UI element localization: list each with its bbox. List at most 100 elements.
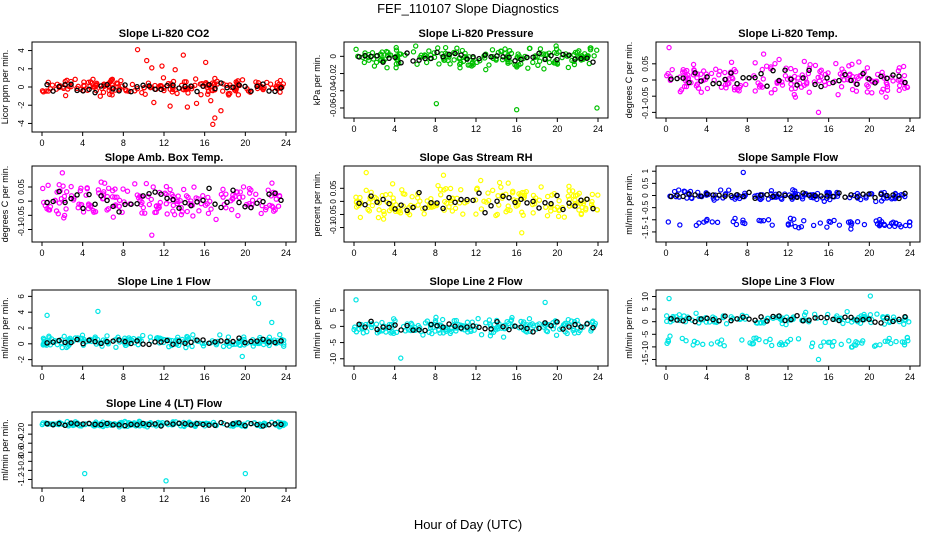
- data-point: [269, 85, 276, 91]
- data-point: [269, 203, 275, 209]
- y-tick-label: -0.5: [641, 200, 650, 214]
- data-point: [792, 94, 799, 100]
- data-point: [108, 77, 115, 83]
- reference-point: [74, 421, 80, 427]
- data-point: [874, 311, 880, 317]
- reference-point: [110, 338, 116, 344]
- reference-point: [554, 192, 560, 199]
- reference-point: [248, 88, 254, 94]
- reference-point: [752, 195, 758, 202]
- chart-panel: Slope Li-820 Temp. degrees C per min. 0 4 8 1…: [624, 28, 921, 134]
- data-point: [529, 321, 536, 327]
- reference-point: [80, 88, 86, 94]
- x-tick-label: 16: [512, 372, 522, 382]
- outlier-point: [666, 44, 672, 51]
- data-point: [849, 220, 855, 226]
- data-point: [414, 195, 421, 201]
- y-tick-label: -0.1: [641, 105, 650, 119]
- data-point: [180, 186, 187, 193]
- data-point: [896, 65, 903, 71]
- reference-point: [140, 420, 146, 427]
- data-point: [387, 191, 393, 197]
- reference-point: [104, 197, 110, 204]
- data-point: [368, 196, 374, 202]
- reference-point: [584, 196, 590, 202]
- data-point: [667, 333, 673, 339]
- data-point: [711, 197, 717, 203]
- data-point: [505, 60, 511, 66]
- y-tick-label: 0: [17, 198, 26, 203]
- data-point: [698, 71, 704, 77]
- reference-point: [248, 338, 254, 345]
- data-point: [841, 77, 847, 83]
- data-point: [200, 193, 206, 199]
- reference-point: [878, 73, 884, 80]
- reference-point: [92, 201, 98, 207]
- data-point: [861, 221, 868, 228]
- reference-point: [398, 60, 404, 66]
- y-tick-label: 0.05: [17, 179, 26, 195]
- reference-point: [572, 321, 578, 328]
- reference-point: [476, 190, 482, 196]
- reference-point: [548, 52, 554, 59]
- data-point: [590, 318, 596, 324]
- reference-point: [176, 85, 182, 91]
- reference-point: [248, 420, 254, 427]
- reference-point: [794, 82, 800, 88]
- y-tick-label: 2: [17, 66, 26, 71]
- data-point: [84, 185, 90, 191]
- data-point: [390, 316, 397, 322]
- outlier-point: [95, 308, 101, 315]
- reference-point: [98, 421, 104, 428]
- reference-point: [56, 337, 62, 344]
- reference-point: [218, 419, 224, 426]
- data-point: [530, 59, 536, 66]
- data-point: [765, 196, 772, 202]
- reference-point: [452, 199, 458, 206]
- reference-point: [878, 320, 884, 326]
- data-point: [757, 82, 763, 88]
- x-tick-label: 0: [351, 124, 356, 134]
- outlier-point: [740, 169, 746, 176]
- data-point: [240, 184, 247, 190]
- data-point: [451, 318, 457, 324]
- x-tick-label: 4: [80, 138, 85, 148]
- reference-point: [356, 54, 362, 60]
- data-point: [381, 211, 387, 217]
- data-point: [495, 326, 501, 332]
- reference-point: [440, 53, 446, 60]
- data-point: [506, 47, 513, 54]
- data-point: [68, 83, 74, 90]
- y-tick-label: -0.8: [17, 454, 26, 468]
- outlier-point: [149, 65, 155, 71]
- data-point: [904, 334, 910, 341]
- data-point: [81, 82, 87, 89]
- data-point: [83, 192, 89, 198]
- reference-point: [590, 324, 596, 331]
- x-tick-label: 8: [433, 124, 438, 134]
- y-tick-label: 0: [641, 193, 650, 198]
- data-point: [700, 341, 706, 348]
- data-point: [239, 77, 246, 83]
- reference-point: [692, 192, 698, 198]
- reference-point: [260, 336, 266, 343]
- reference-point: [230, 187, 236, 194]
- data-point: [78, 185, 84, 191]
- data-point: [277, 331, 283, 338]
- data-point: [116, 203, 122, 210]
- data-point: [859, 340, 865, 346]
- reference-point: [740, 193, 746, 200]
- x-axis-caption: Hour of Day (UTC): [413, 517, 523, 532]
- chart-panel: Slope Gas Stream RH percent per min. 0 4 8 12…: [312, 152, 609, 258]
- data-point: [53, 208, 60, 214]
- data-point: [393, 47, 400, 53]
- reference-point: [494, 318, 500, 325]
- reference-point: [44, 421, 50, 427]
- data-point: [527, 328, 534, 335]
- data-point: [520, 319, 527, 325]
- reference-point: [764, 191, 770, 198]
- data-point: [386, 207, 393, 214]
- data-point: [63, 344, 70, 351]
- reference-point: [422, 205, 428, 211]
- x-tick-label: 0: [351, 248, 356, 258]
